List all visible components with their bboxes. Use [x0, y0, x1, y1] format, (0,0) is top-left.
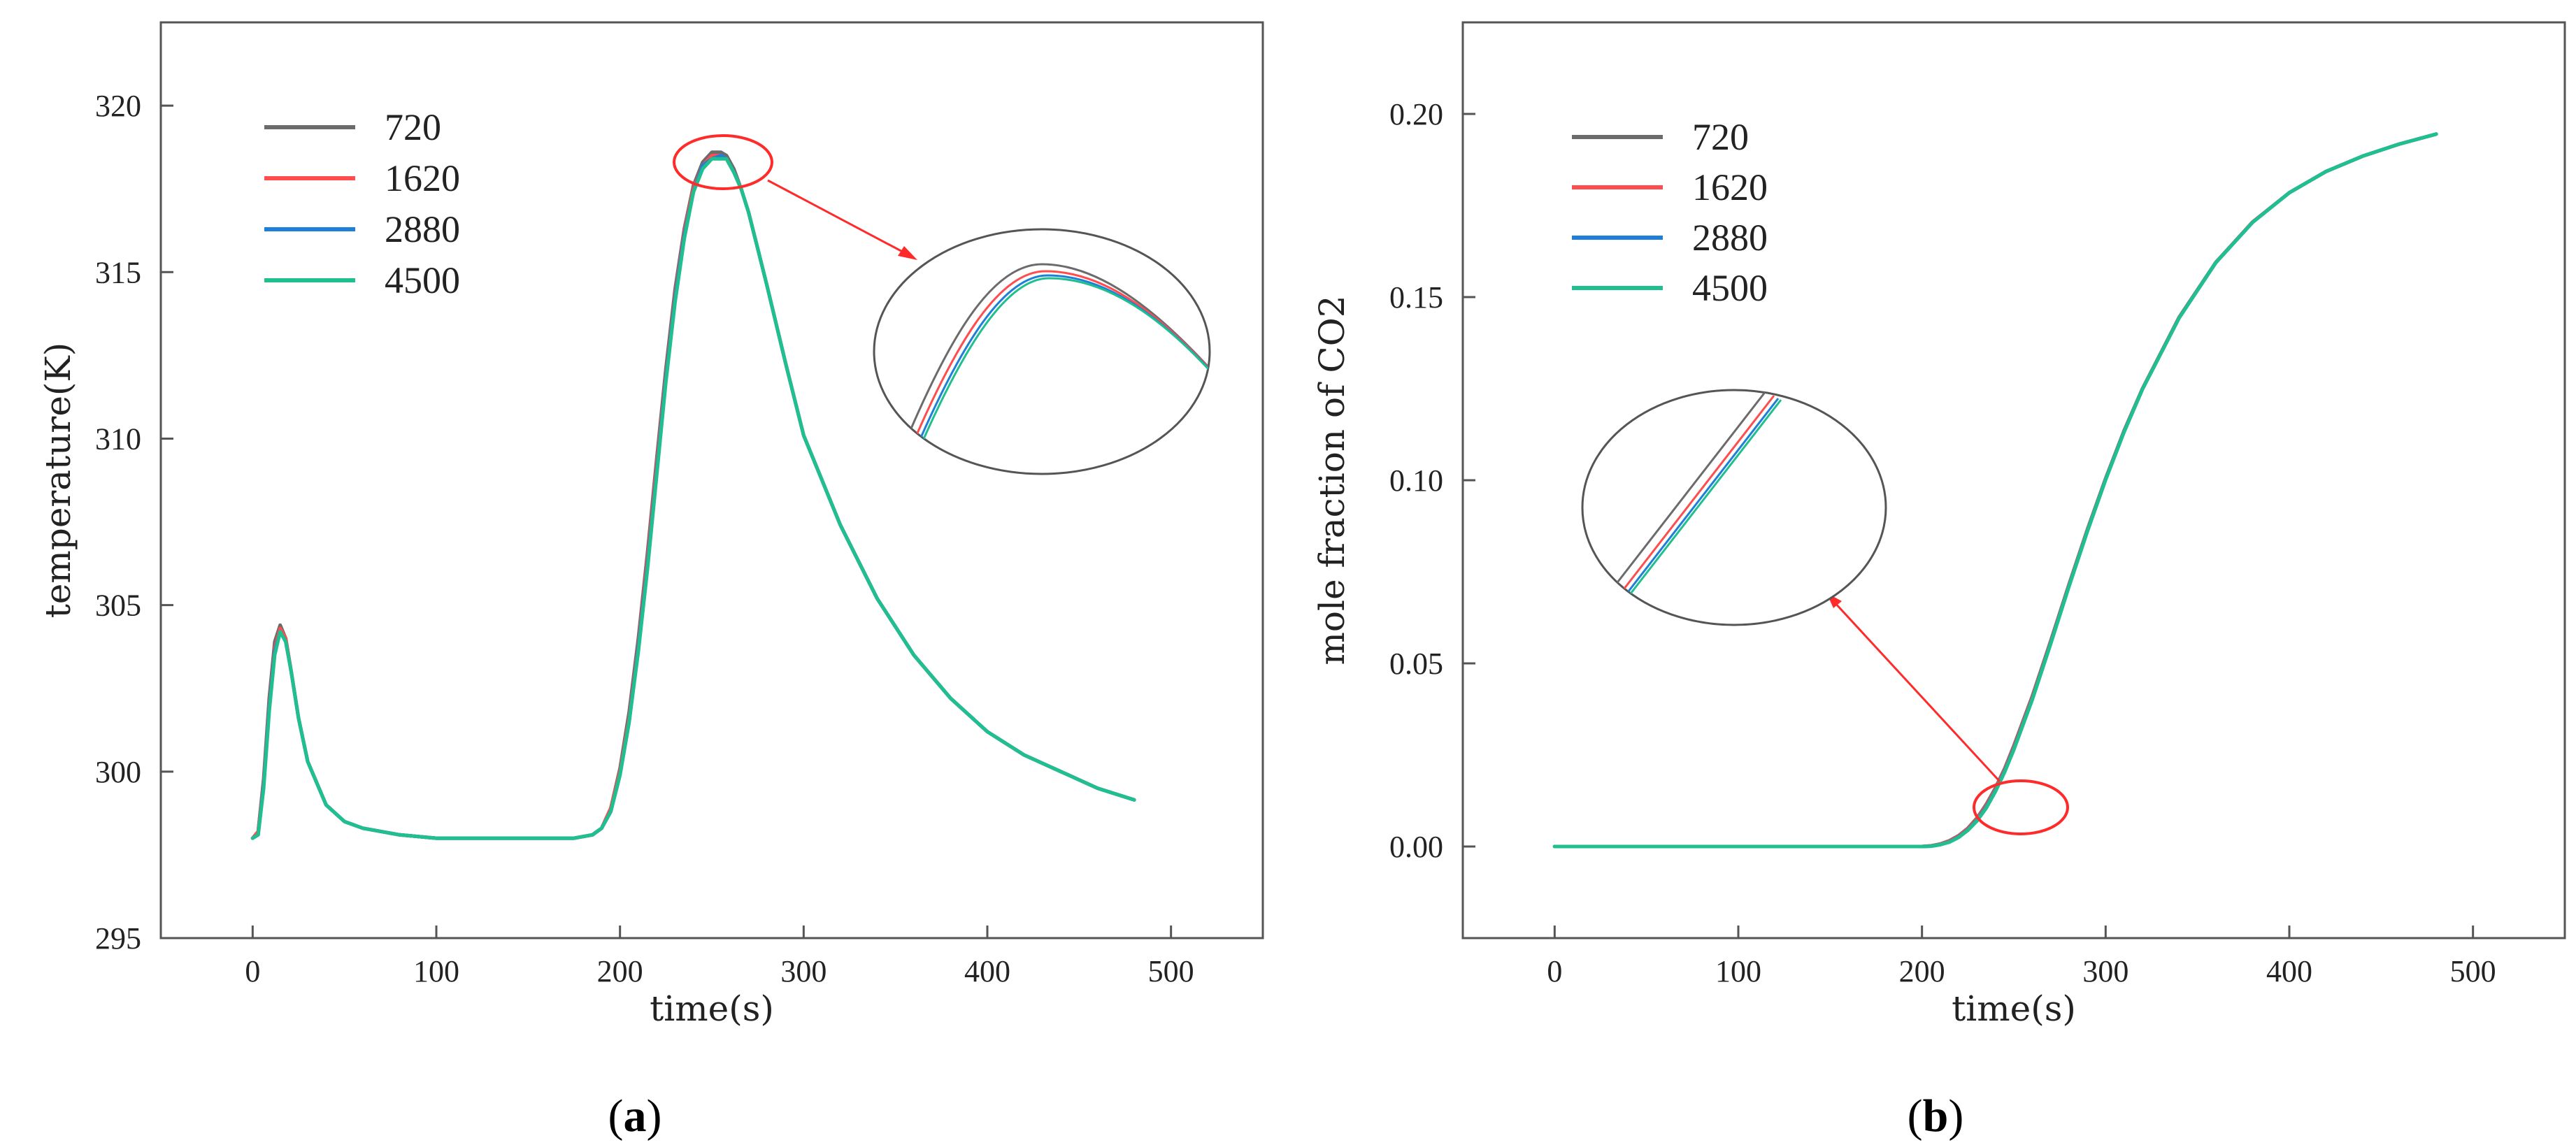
inset-b-curve-2880: [1619, 398, 1780, 602]
panel-a-y-tick-label: 300: [95, 755, 141, 789]
panel-a-y-tick-label: 310: [95, 422, 141, 456]
panel-a-highlight-ellipse: [673, 134, 773, 190]
panel-b-zoom-inset: [1581, 389, 1887, 626]
panel-b-x-tick-label: 400: [2266, 954, 2312, 988]
panel-b-legend-label-720: 720: [1692, 116, 1749, 158]
panel-a-legend-label-720: 720: [385, 106, 441, 148]
panel-a-x-tick-label: 100: [413, 954, 459, 988]
panel-a-x-tick-label: 500: [1148, 954, 1194, 988]
panel-a-legend-label-2880: 2880: [385, 208, 460, 250]
inset-b-curve-1620: [1615, 395, 1775, 599]
panel-a-x-axis-title: time(s): [650, 988, 774, 1029]
panel-b-legend: 720 1620 2880 4500: [1572, 116, 1768, 309]
panel-a-legend-label-4500: 4500: [385, 259, 460, 301]
panel-a-x-tick-label: 300: [780, 954, 827, 988]
panel-a-y-tick-label: 320: [95, 89, 141, 123]
panel-a-legend: 720 1620 2880 4500: [264, 106, 460, 301]
panel-b: 0 100 200 300 400 500 0.00 0.05 0.10 0.15 0.20 mol…: [1312, 21, 2566, 1142]
panel-b-annotation: [1581, 389, 2069, 835]
panel-a-callout-arrow: [767, 179, 910, 257]
panel-a-series-4500: [250, 157, 1136, 840]
panel-b-x-tick-label: 300: [2082, 954, 2128, 988]
panel-a-lines: [250, 150, 1136, 840]
panel-b-x-tick-label: 200: [1899, 954, 1945, 988]
panel-a-label: (a): [608, 1090, 662, 1142]
panel-a-x-tick-label: 200: [597, 954, 643, 988]
panel-b-legend-label-1620: 1620: [1692, 166, 1768, 208]
panel-a-y-tick-label: 295: [95, 921, 141, 956]
panel-b-x-tick-label: 500: [2450, 954, 2496, 988]
panel-b-legend-label-4500: 4500: [1692, 267, 1768, 309]
panel-b-series-4500: [1552, 132, 2438, 849]
inset-b-curve-4500: [1622, 399, 1782, 603]
panel-b-label: (b): [1908, 1090, 1964, 1142]
panel-a-y-tick-label: 315: [95, 255, 141, 289]
panel-b-legend-label-2880: 2880: [1692, 217, 1768, 259]
panel-a-arrowhead: [898, 246, 917, 260]
panel-b-x-tick-label: 100: [1715, 954, 1761, 988]
panel-b-ticks: 0 100 200 300 400 500 0.00 0.05 0.10 0.15 0.20: [1389, 97, 2496, 988]
panel-b-lines: [1552, 132, 2438, 849]
panel-b-y-tick-label: 0.00: [1389, 830, 1443, 864]
panel-a-y-axis-title: temperature(K): [38, 343, 78, 619]
inset-a-curve-1620: [915, 270, 1210, 437]
panel-a-y-tick-label: 305: [95, 589, 141, 623]
panel-b-y-tick-label: 0.15: [1389, 280, 1443, 315]
panel-a-zoom-curves: [908, 263, 1210, 441]
inset-b-curve-720: [1607, 391, 1767, 595]
panel-a-annotation: [673, 134, 1211, 475]
panel-a-ticks: 0 100 200 300 400 500 295 300 305 310 315 320: [95, 89, 1194, 988]
panel-b-x-axis-title: time(s): [1952, 988, 2076, 1029]
inset-a-curve-720: [908, 263, 1210, 434]
inset-a-curve-4500: [922, 277, 1210, 441]
panel-b-zoom-curves: [1607, 391, 1782, 603]
panel-a: 0 100 200 300 400 500 295 300 305 310 315 320 tempe…: [38, 21, 1264, 1142]
panel-a-legend-label-1620: 1620: [385, 157, 460, 199]
panel-b-y-tick-label: 0.10: [1389, 463, 1443, 498]
panel-b-highlight-ellipse: [1973, 779, 2069, 835]
panel-b-x-tick-label: 0: [1547, 954, 1562, 988]
panel-b-callout-arrow: [1832, 600, 2001, 783]
panel-a-x-tick-label: 0: [245, 954, 260, 988]
panel-b-y-axis-title: mole fraction of CO2: [1312, 295, 1352, 665]
panel-b-y-tick-label: 0.05: [1389, 647, 1443, 681]
panel-a-plot-frame: [159, 21, 1264, 939]
panel-a-zoom-inset: [873, 228, 1211, 475]
panel-a-x-tick-label: 400: [964, 954, 1010, 988]
panel-b-y-tick-label: 0.20: [1389, 97, 1443, 131]
